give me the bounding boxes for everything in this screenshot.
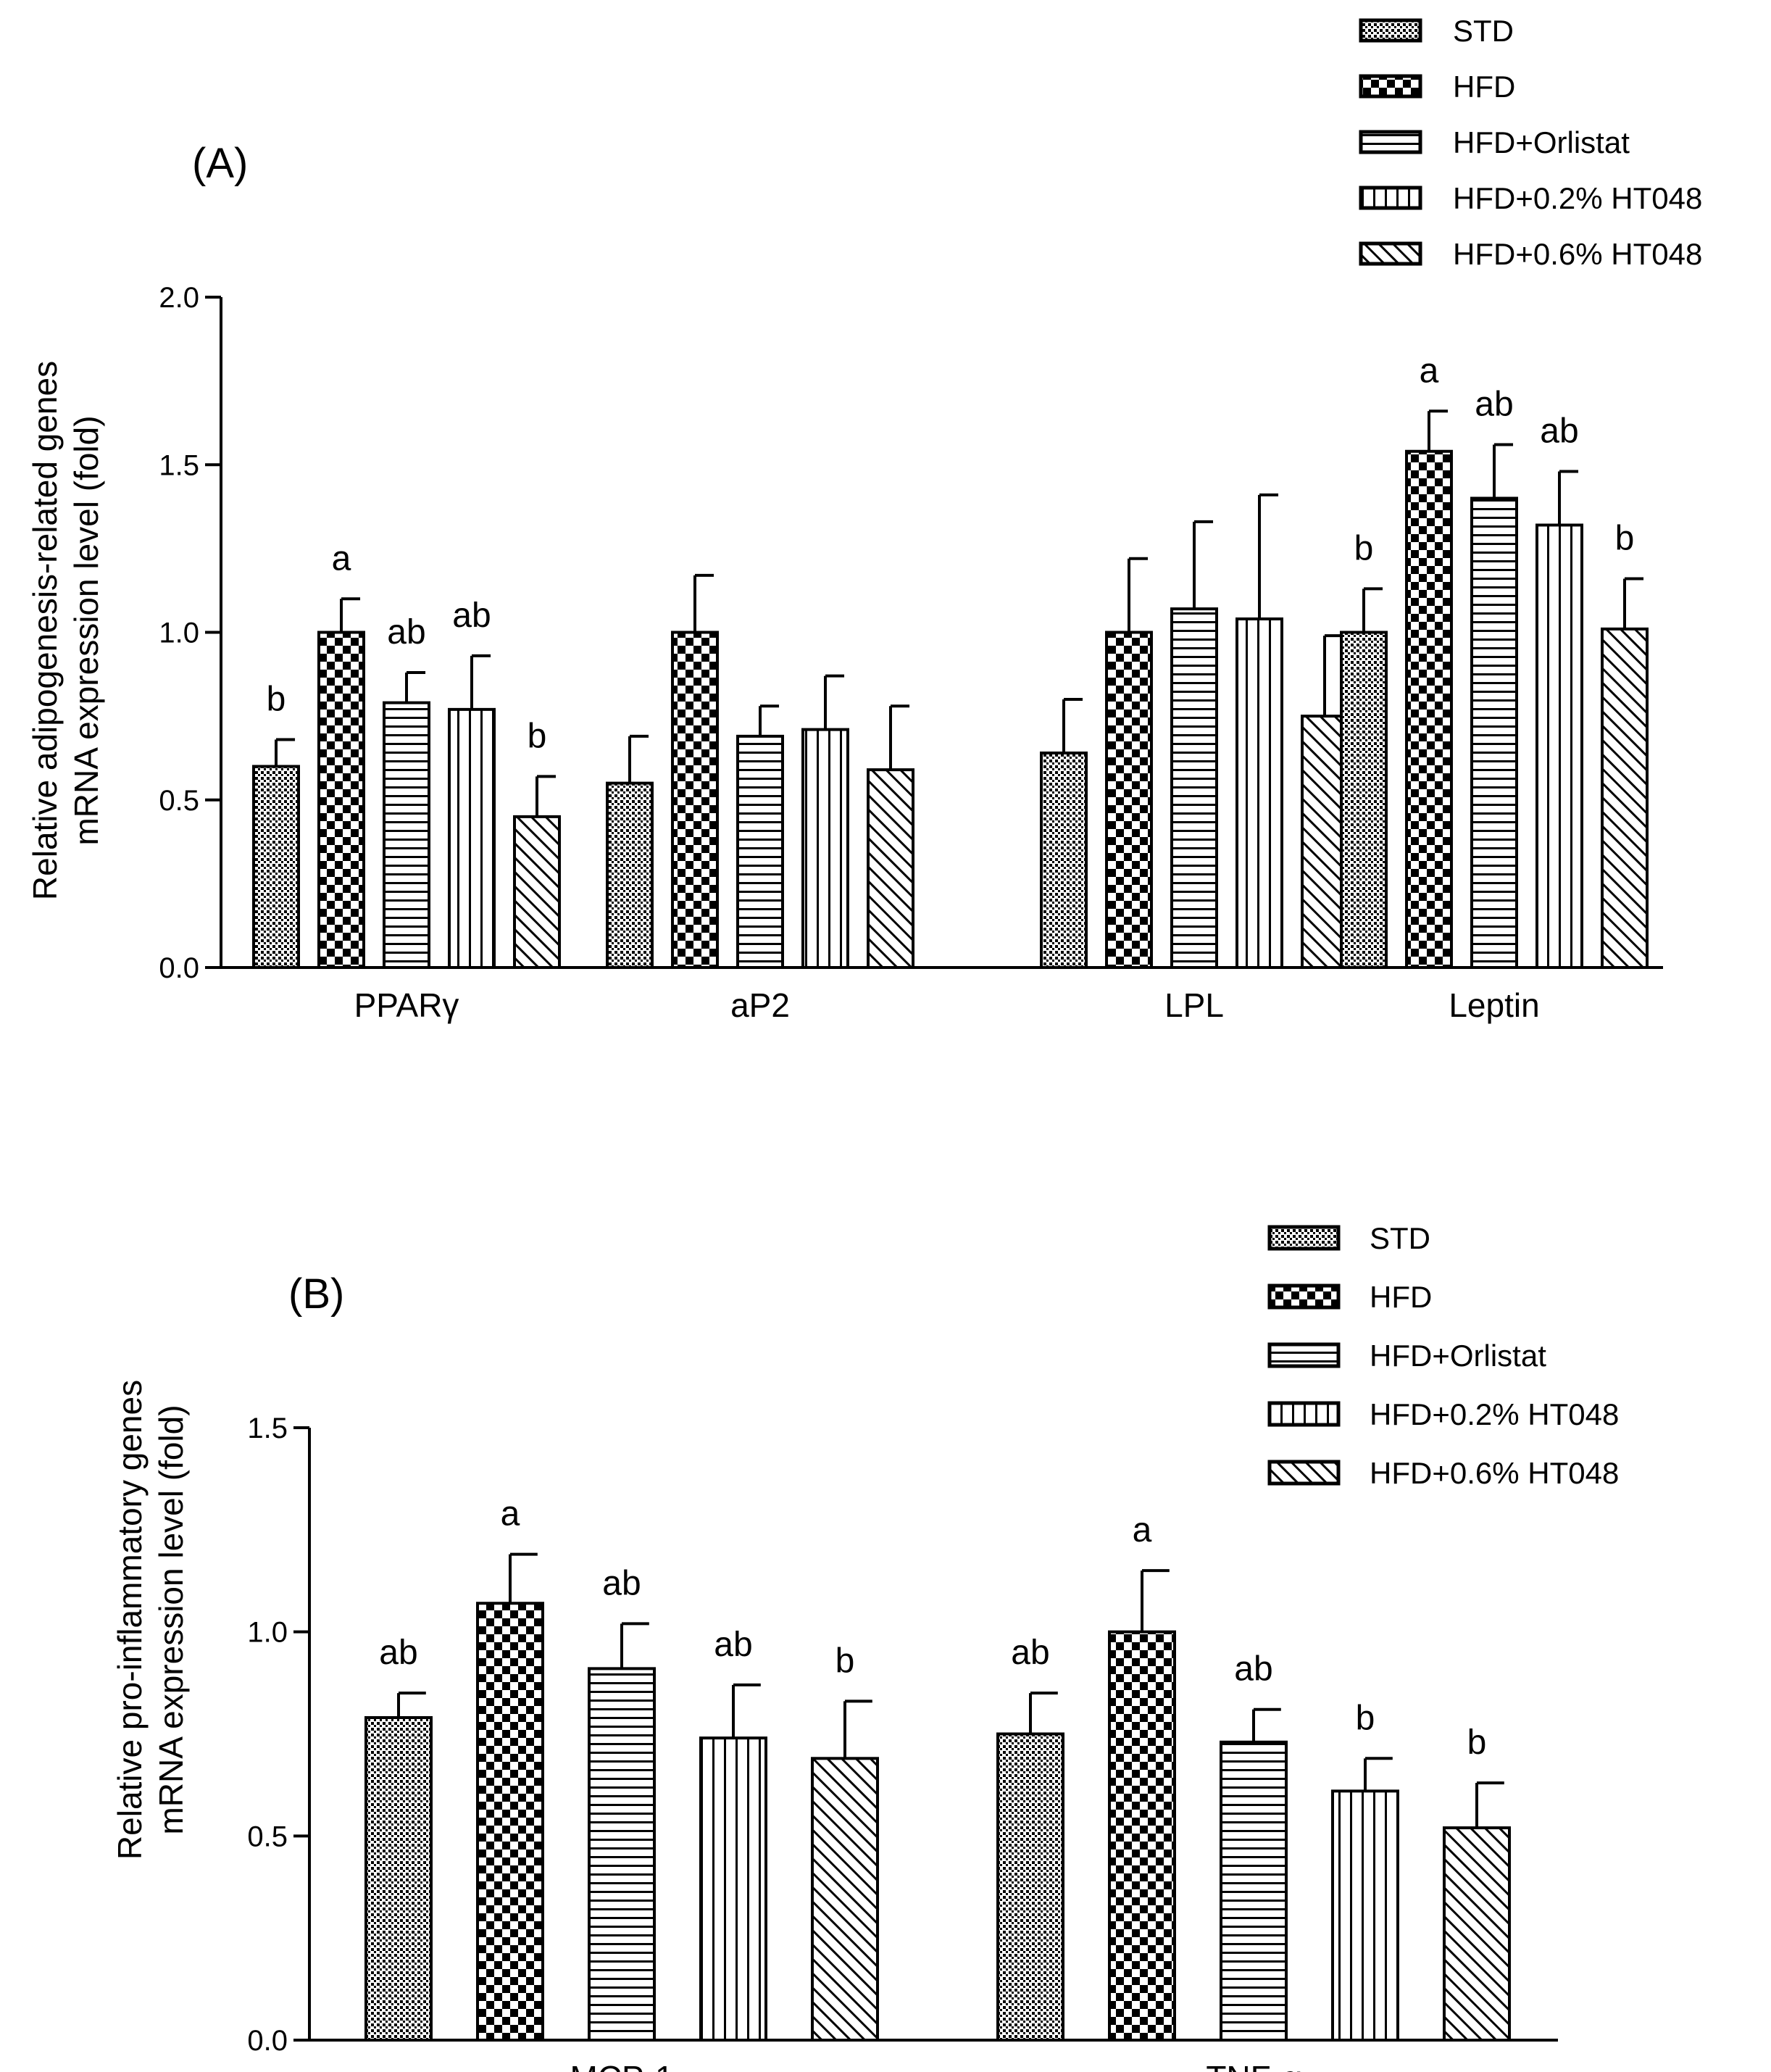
legend-label: HFD (1370, 1280, 1432, 1314)
significance-label: a (1420, 351, 1439, 390)
legend-b: STD HFD HFD+Orlistat HFD+0.2% HT048 HFD+0.6%… (1267, 1221, 1619, 1490)
bar-2-2 (671, 631, 719, 969)
bar-2-4 (801, 728, 849, 969)
significance-label: ab (387, 613, 425, 652)
bar-3-5 (1301, 715, 1349, 969)
significance-label: b (1354, 529, 1374, 567)
bar-1-1 (252, 765, 300, 969)
bar-2-4 (1331, 1789, 1399, 2042)
bar-2-2 (1108, 1630, 1176, 2042)
bar-1-1 (364, 1715, 433, 2042)
bar-4-1 (1340, 631, 1388, 969)
bar-1-4 (699, 1736, 767, 2042)
legend-swatch (1267, 1225, 1341, 1251)
chart-panel-b: (B) Relative pro-inflammatory genes mRNA… (111, 1221, 1619, 2072)
chart-panel-a: (A) Relative adipogenesis-related genes … (26, 14, 1702, 1024)
bar-2-1 (996, 1732, 1064, 2042)
y-axis-title-b-line2: mRNA expression level (fold) (152, 1405, 190, 1834)
legend-swatch (1267, 1401, 1341, 1427)
bar-4-5 (1601, 627, 1649, 969)
significance-label: b (836, 1642, 855, 1680)
bar-3-2 (1105, 631, 1153, 969)
bar-1-2 (317, 631, 365, 969)
legend-label: STD (1370, 1221, 1430, 1255)
y-tick-label: 0.5 (159, 785, 199, 817)
panel-label-b: (B) (288, 1270, 344, 1318)
x-category-label: PPARγ (354, 986, 459, 1024)
legend-swatch (1359, 74, 1422, 99)
y-tick-label: 2.0 (159, 282, 199, 314)
legend-swatch (1359, 186, 1422, 210)
legend-swatch (1359, 130, 1422, 154)
y-axis-title-b-line1: Relative pro-inflammatory genes (111, 1380, 149, 1860)
bar-3-3 (1170, 607, 1218, 969)
bar-1-2 (476, 1602, 544, 2042)
y-axis-title-a-line2: mRNA expression level (fold) (67, 415, 105, 845)
y-axis-title-a-line1: Relative adipogenesis-related genes (26, 361, 64, 900)
bar-1-4 (448, 707, 496, 969)
significance-label: ab (1475, 386, 1513, 424)
legend-label: HFD+0.2% HT048 (1370, 1397, 1619, 1431)
significance-label: a (1133, 1511, 1152, 1549)
x-category-label: aP2 (730, 986, 790, 1024)
x-category-label: LPL (1164, 986, 1224, 1024)
y-tick-label: 1.0 (247, 1617, 288, 1649)
significance-label: ab (1234, 1650, 1272, 1689)
bar-3-4 (1235, 617, 1283, 969)
legend-swatch (1267, 1460, 1341, 1486)
y-tick-label: 1.5 (247, 1412, 288, 1444)
bar-1-3 (383, 701, 430, 969)
significance-label: ab (602, 1564, 641, 1602)
y-tick-label: 0.5 (247, 1821, 288, 1852)
bar-4-2 (1405, 449, 1453, 969)
significance-label: a (332, 539, 351, 578)
significance-label: ab (714, 1626, 752, 1664)
legend-swatch (1359, 241, 1422, 266)
bar-3-1 (1040, 752, 1088, 969)
x-category-label: TNF-α (1206, 2059, 1301, 2072)
bar-2-3 (736, 734, 784, 969)
bar-1-5 (811, 1757, 879, 2042)
significance-label: b (1467, 1723, 1487, 1762)
bar-4-3 (1470, 496, 1518, 969)
x-category-label: MCP-1 (570, 2059, 673, 2072)
legend-label: HFD+0.2% HT048 (1453, 181, 1702, 215)
legend-swatch (1359, 18, 1422, 43)
significance-label: b (1615, 520, 1635, 558)
y-tick-label: 0.0 (159, 952, 199, 984)
y-tick-label: 0.0 (247, 2025, 288, 2057)
x-category-label: Leptin (1449, 986, 1539, 1024)
significance-label: ab (1011, 1634, 1049, 1672)
legend-label: HFD+Orlistat (1370, 1339, 1546, 1373)
legend-a: STD HFD HFD+Orlistat HFD+0.2% HT048 HFD+0.6%… (1359, 14, 1702, 271)
legend-label: HFD (1453, 70, 1515, 104)
significance-label: ab (1540, 412, 1578, 451)
legend-label: HFD+Orlistat (1453, 125, 1630, 159)
bars-b: ab a ab ab b ab a ab b b (364, 1495, 1511, 2042)
y-tick-label: 1.0 (159, 617, 199, 649)
bar-1-3 (588, 1667, 656, 2042)
legend-swatch (1267, 1283, 1341, 1310)
significance-label: b (1356, 1699, 1375, 1737)
significance-label: ab (452, 596, 491, 635)
significance-label: b (528, 717, 547, 755)
bar-2-3 (1220, 1740, 1288, 2042)
legend-label: STD (1453, 14, 1514, 48)
legend-label: HFD+0.6% HT048 (1453, 237, 1702, 271)
y-tick-label: 1.5 (159, 449, 199, 481)
significance-label: a (501, 1495, 520, 1534)
bar-1-5 (513, 815, 561, 969)
legend-swatch (1267, 1342, 1341, 1368)
panel-label-a: (A) (192, 140, 248, 187)
bar-2-5 (1443, 1826, 1511, 2042)
legend-label: HFD+0.6% HT048 (1370, 1456, 1619, 1490)
bar-2-5 (867, 768, 914, 969)
bar-4-4 (1535, 523, 1583, 969)
bar-2-1 (606, 781, 654, 969)
significance-label: b (267, 681, 286, 719)
significance-label: ab (379, 1634, 417, 1672)
